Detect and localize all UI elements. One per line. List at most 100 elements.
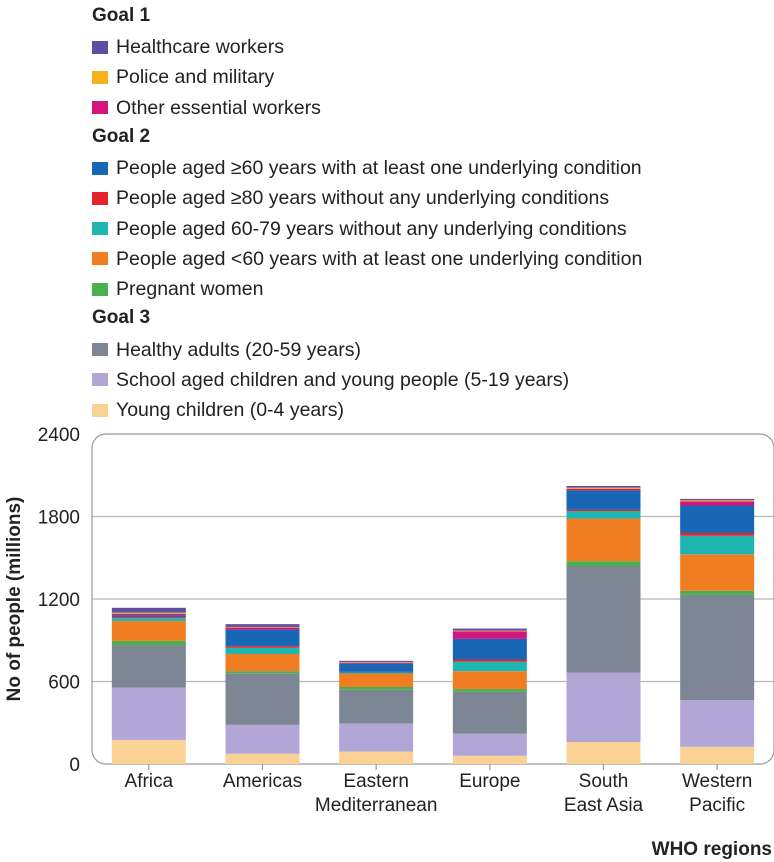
legend-label: Healthcare workers — [116, 36, 284, 59]
bar-segment — [680, 500, 755, 502]
legend-label: Healthy adults (20-59 years) — [116, 338, 361, 361]
bar-segment — [339, 673, 414, 687]
bar-segment — [566, 518, 641, 562]
bar-segment — [111, 645, 186, 688]
bar-segment — [680, 594, 755, 701]
legend-group-title: Goal 3 — [92, 307, 151, 329]
bar-segment — [452, 733, 527, 756]
bar-segment — [339, 723, 414, 752]
bar-segment — [111, 687, 186, 740]
bar-segment — [339, 687, 414, 690]
x-tick-label: Africa — [125, 771, 174, 792]
bar-segment — [339, 660, 414, 663]
bars-layer — [111, 485, 755, 764]
bar-segment — [566, 561, 641, 566]
y-tick-label: 2400 — [38, 425, 80, 446]
bar-segment — [680, 700, 755, 747]
legend-swatch — [92, 222, 108, 236]
bar-segment — [680, 535, 755, 555]
bar-segment — [566, 566, 641, 673]
bar-segment — [452, 630, 527, 632]
bar-segment — [680, 590, 755, 595]
bar-segment — [680, 498, 755, 501]
legend-swatch — [92, 373, 108, 387]
chart-legend: Goal 1 Healthcare workers Police and milit… — [92, 2, 642, 425]
legend-item: School aged children and young people (5… — [92, 365, 642, 395]
x-tick-label-line: Africa — [125, 771, 174, 792]
bar-segment — [566, 509, 641, 511]
bar-segment — [111, 640, 186, 646]
legend-item: Other essential workers — [92, 93, 642, 123]
legend-label: Pregnant women — [116, 278, 264, 301]
legend-item: Young children (0-4 years) — [92, 395, 642, 425]
x-tick-label-line: East Asia — [564, 795, 644, 816]
bar-segment — [339, 671, 414, 673]
x-tick-label-line: South — [579, 771, 629, 792]
legend-item: People aged ≥60 years with at least one … — [92, 153, 642, 183]
bar-segment — [225, 753, 300, 764]
y-tick-label: 1800 — [38, 508, 80, 529]
bar-segment — [111, 621, 186, 641]
legend-label: People aged 60-79 years without any unde… — [116, 217, 627, 240]
bar-segment — [566, 742, 641, 764]
legend-item: People aged <60 years with at least one … — [92, 244, 642, 274]
bar-segment — [225, 654, 300, 672]
legend-swatch — [92, 40, 108, 54]
bar-segment — [566, 490, 641, 510]
legend-swatch — [92, 101, 108, 115]
legend-item: People aged 60-79 years without any unde… — [92, 213, 642, 243]
legend-swatch — [92, 282, 108, 296]
bar-segment — [225, 647, 300, 654]
legend-group-title: Goal 1 — [92, 5, 151, 26]
plot-frame — [91, 433, 774, 765]
legend-swatch — [92, 191, 108, 205]
x-tick-label: Americas — [223, 771, 302, 792]
bar-segment — [225, 646, 300, 648]
bar-segment — [566, 487, 641, 489]
bar-segment — [225, 626, 300, 628]
bar-segment — [339, 662, 414, 663]
legend-item: Pregnant women — [92, 274, 642, 304]
grid-layer — [92, 515, 774, 683]
x-tick-label-line: Eastern — [343, 771, 408, 792]
legend-group-title: Goal 2 — [92, 125, 151, 147]
legend-swatch — [92, 403, 108, 417]
axis-layer: 0 600 1200 1800 2400 Africa Americas Eastern Med… — [38, 425, 753, 816]
x-tick-label: Eastern Mediterranean — [315, 771, 438, 816]
legend-item: Healthy adults (20-59 years) — [92, 334, 642, 364]
bar-segment — [452, 691, 527, 734]
bar-segment — [452, 661, 527, 672]
bar-segment — [566, 485, 641, 488]
bar-segment — [452, 628, 527, 631]
bar-segment — [339, 662, 414, 664]
bar-segment — [111, 607, 186, 613]
bar-segment — [566, 511, 641, 519]
legend-item: Healthcare workers — [92, 32, 642, 62]
bar-segment — [225, 624, 300, 627]
y-tick-label: 0 — [69, 755, 80, 776]
legend-label: People aged <60 years with at least one … — [116, 247, 643, 270]
x-tick-label-line: Europe — [459, 771, 520, 792]
bar-segment — [225, 724, 300, 754]
legend-label: Police and military — [116, 66, 275, 89]
bar-segment — [680, 505, 755, 533]
legend-label: People aged ≥60 years with at least one … — [116, 157, 642, 180]
bar-segment — [225, 673, 300, 725]
x-tick-label: Western Pacific — [682, 771, 752, 816]
bar-segment — [452, 638, 527, 660]
legend-swatch — [92, 343, 108, 357]
bar-segment — [111, 617, 186, 619]
bar-segment — [566, 672, 641, 742]
bar-segment — [339, 751, 414, 764]
bar-segment — [111, 615, 186, 618]
legend-swatch — [92, 252, 108, 266]
bar-segment — [111, 739, 186, 764]
x-tick-label: Europe — [459, 771, 520, 792]
y-tick-label: 1200 — [38, 590, 80, 611]
bar-segment — [452, 755, 527, 764]
legend-label: People aged ≥80 years without any underl… — [116, 187, 610, 210]
y-axis-label: No of people (millions) — [4, 497, 25, 702]
bar-segment — [225, 671, 300, 674]
bar-segment — [111, 618, 186, 621]
